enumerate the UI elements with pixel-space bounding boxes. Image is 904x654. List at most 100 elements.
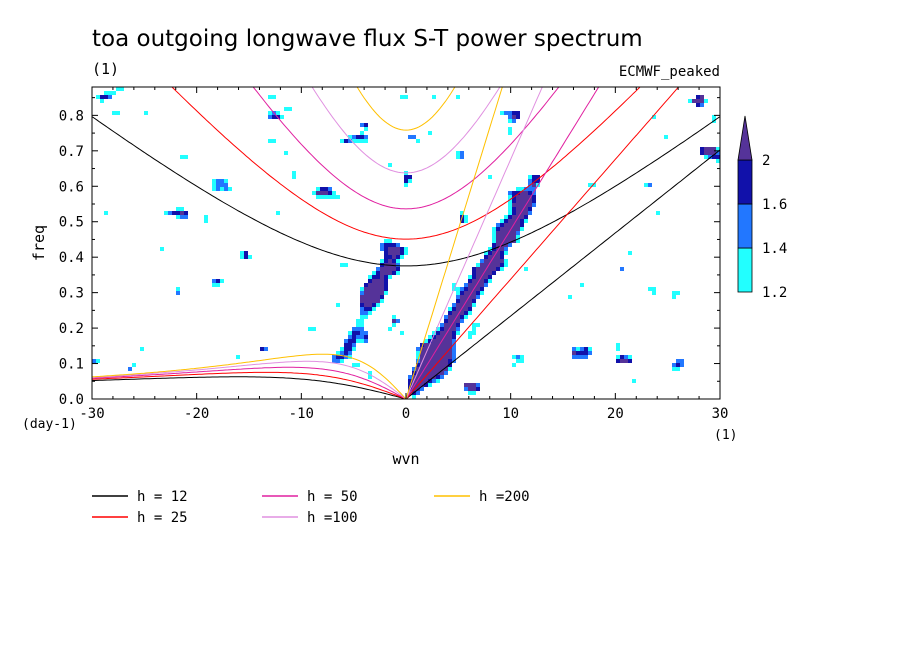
power-cell xyxy=(532,199,536,203)
power-cell xyxy=(628,251,632,255)
power-cell xyxy=(340,359,344,363)
power-cell xyxy=(344,355,348,359)
power-cell xyxy=(176,211,180,215)
power-cell xyxy=(508,223,512,227)
power-cell xyxy=(428,383,432,387)
power-cell xyxy=(512,115,516,119)
power-cell xyxy=(336,359,340,363)
power-cell xyxy=(392,259,396,263)
power-cell xyxy=(524,207,528,211)
power-cell xyxy=(712,155,716,159)
power-cell xyxy=(364,315,368,319)
colorbar-segment xyxy=(737,159,753,205)
power-cell xyxy=(440,351,444,355)
power-cell xyxy=(380,267,384,271)
power-cell xyxy=(436,379,440,383)
power-cell xyxy=(440,375,444,379)
power-cell xyxy=(516,239,520,243)
power-cell xyxy=(572,347,576,351)
power-cell xyxy=(524,199,528,203)
power-cell xyxy=(456,323,460,327)
power-cell xyxy=(452,303,456,307)
power-cell xyxy=(460,311,464,315)
power-cell xyxy=(328,187,332,191)
power-cell xyxy=(412,387,416,391)
power-cell xyxy=(116,87,120,91)
power-cell xyxy=(108,95,112,99)
legend-label: h =100 xyxy=(307,510,358,526)
power-cell xyxy=(456,311,460,315)
power-cell xyxy=(412,383,416,387)
power-cell xyxy=(456,331,460,335)
legend-label: h = 25 xyxy=(137,510,188,526)
power-cell xyxy=(512,191,516,195)
power-cell xyxy=(516,227,520,231)
power-cell xyxy=(384,283,388,287)
power-cell xyxy=(492,271,496,275)
legend-label: h = 12 xyxy=(137,489,188,505)
x-axis-label: wvn xyxy=(392,450,419,468)
power-cell xyxy=(128,367,132,371)
dispersion-curve-kel xyxy=(405,87,600,399)
power-cell xyxy=(348,339,352,343)
power-cell xyxy=(476,287,480,291)
power-cell xyxy=(492,263,496,267)
power-cell xyxy=(276,111,280,115)
power-cell xyxy=(516,235,520,239)
power-cell xyxy=(312,327,316,331)
power-cell xyxy=(500,219,504,223)
power-cell xyxy=(388,255,392,259)
power-cell xyxy=(460,295,464,299)
power-cell xyxy=(420,351,424,355)
power-cell xyxy=(460,211,464,215)
chart-subtitle: (1) xyxy=(92,60,119,78)
power-cell xyxy=(368,295,372,299)
power-cell xyxy=(456,319,460,323)
power-cell xyxy=(456,303,460,307)
power-cell xyxy=(184,155,188,159)
y-tick-label: 0.6 xyxy=(59,179,84,195)
power-cell xyxy=(348,331,352,335)
power-cell xyxy=(460,155,464,159)
power-cell xyxy=(516,223,520,227)
power-cell xyxy=(516,115,520,119)
power-cell xyxy=(452,323,456,327)
power-cell xyxy=(500,111,504,115)
power-cell xyxy=(288,107,292,111)
power-cell xyxy=(524,191,528,195)
power-cell xyxy=(652,287,656,291)
power-cell xyxy=(384,243,388,247)
power-cell xyxy=(460,151,464,155)
power-cell xyxy=(712,115,716,119)
power-cell xyxy=(268,111,272,115)
power-cell xyxy=(532,191,536,195)
power-cell xyxy=(456,155,460,159)
power-cell xyxy=(412,395,416,399)
power-cell xyxy=(356,331,360,335)
power-cell xyxy=(472,387,476,391)
power-cell xyxy=(360,303,364,307)
power-cell xyxy=(524,219,528,223)
power-cell xyxy=(516,231,520,235)
power-cell xyxy=(376,283,380,287)
power-cell xyxy=(452,331,456,335)
power-cell xyxy=(504,223,508,227)
power-cell xyxy=(452,315,456,319)
power-cell xyxy=(468,291,472,295)
power-cell xyxy=(220,187,224,191)
power-cell xyxy=(368,287,372,291)
power-cell xyxy=(452,347,456,351)
power-cell xyxy=(388,275,392,279)
power-cell xyxy=(112,111,116,115)
power-cell xyxy=(468,387,472,391)
power-cell xyxy=(432,347,436,351)
power-cell xyxy=(700,95,704,99)
power-cell xyxy=(528,195,532,199)
power-cell xyxy=(468,275,472,279)
power-cell xyxy=(528,203,532,207)
power-cell xyxy=(520,227,524,231)
power-cell xyxy=(344,351,348,355)
power-cell xyxy=(384,259,388,263)
power-cell xyxy=(448,327,452,331)
power-cell xyxy=(456,299,460,303)
